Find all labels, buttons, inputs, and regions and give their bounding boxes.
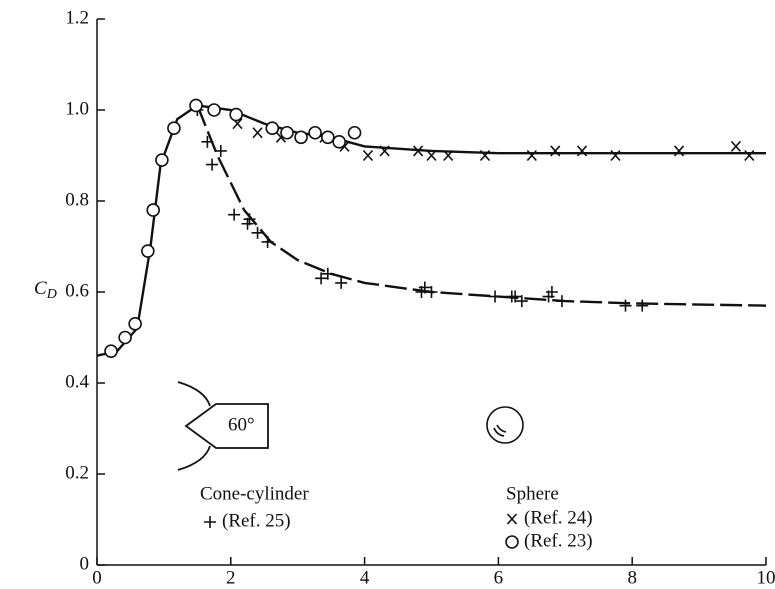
legend-marker — [506, 513, 518, 525]
marker-x — [443, 149, 454, 162]
marker-x — [744, 149, 755, 162]
marker-x — [526, 149, 537, 162]
marker-circle — [332, 135, 346, 149]
marker-circle — [189, 98, 203, 113]
marker-plus — [619, 299, 632, 312]
marker-circle — [128, 317, 142, 331]
legend-marker — [505, 535, 519, 549]
y-tick-label: 0.6 — [65, 280, 89, 301]
marker-circle — [321, 130, 335, 145]
y-axis-label: CD — [34, 278, 57, 302]
marker-x — [379, 145, 390, 157]
marker-x — [252, 127, 263, 139]
marker-plus — [261, 235, 274, 248]
y-tick-label: 0.8 — [65, 189, 89, 210]
marker-plus — [636, 299, 649, 312]
marker-plus — [228, 208, 241, 221]
marker-circle — [229, 107, 243, 122]
marker-x — [576, 145, 588, 157]
marker-circle — [141, 244, 155, 258]
legend-marker — [204, 516, 216, 528]
marker-x — [730, 140, 741, 152]
legend-label: (Ref. 25) — [222, 510, 291, 531]
marker-plus — [201, 135, 214, 148]
y-tick-label: 0 — [80, 553, 90, 574]
marker-plus — [251, 226, 264, 239]
fit-curve — [96, 104, 766, 357]
marker-x — [610, 149, 621, 162]
legend-group: Cone-cylinder — [200, 483, 309, 504]
fit-curve — [196, 105, 767, 307]
marker-circle — [104, 344, 118, 358]
marker-circle — [146, 203, 160, 217]
y-tick-label: 1.0 — [65, 98, 89, 119]
marker-x — [362, 149, 374, 162]
marker-x — [673, 145, 685, 157]
y-tick-label: 0.4 — [65, 371, 89, 392]
marker-circle — [155, 153, 169, 167]
x-tick-label: 4 — [360, 567, 370, 588]
y-tick-label: 0.2 — [65, 462, 89, 483]
sphere-icon — [486, 406, 524, 444]
marker-plus — [545, 286, 558, 298]
marker-plus — [321, 267, 334, 280]
legend-label: (Ref. 23) — [524, 530, 593, 551]
x-tick-label: 0 — [92, 567, 102, 588]
cone-icon — [177, 381, 269, 471]
marker-plus — [206, 158, 219, 171]
marker-plus — [489, 290, 502, 303]
marker-plus — [243, 213, 256, 226]
marker-x — [550, 145, 561, 157]
marker-circle — [167, 121, 181, 135]
legend-group: Sphere — [506, 483, 559, 504]
marker-plus — [315, 272, 328, 285]
marker-plus — [509, 290, 522, 303]
x-tick-label: 6 — [494, 567, 504, 588]
legend-label: (Ref. 24) — [524, 507, 593, 528]
marker-x — [413, 145, 424, 157]
marker-plus — [214, 144, 227, 157]
marker-x — [426, 149, 437, 162]
x-tick-label: 8 — [627, 567, 637, 588]
marker-circle — [308, 125, 322, 140]
marker-circle — [294, 130, 308, 145]
cone-angle: 60° — [228, 414, 255, 435]
marker-circle — [280, 125, 294, 140]
y-axis-label-main: C — [34, 278, 47, 299]
marker-circle — [347, 125, 362, 140]
x-tick-label: 10 — [757, 567, 775, 588]
marker-plus — [515, 295, 528, 308]
y-axis-label-sub: D — [46, 287, 57, 302]
y-tick-label: 1.2 — [65, 7, 89, 28]
marker-plus — [335, 276, 348, 289]
marker-x — [479, 149, 491, 162]
marker-plus — [425, 286, 438, 298]
marker-circle — [265, 121, 280, 135]
marker-plus — [555, 295, 568, 308]
marker-plus — [418, 281, 431, 294]
marker-circle — [118, 330, 132, 345]
x-tick-label: 2 — [226, 567, 236, 588]
marker-circle — [207, 103, 221, 117]
